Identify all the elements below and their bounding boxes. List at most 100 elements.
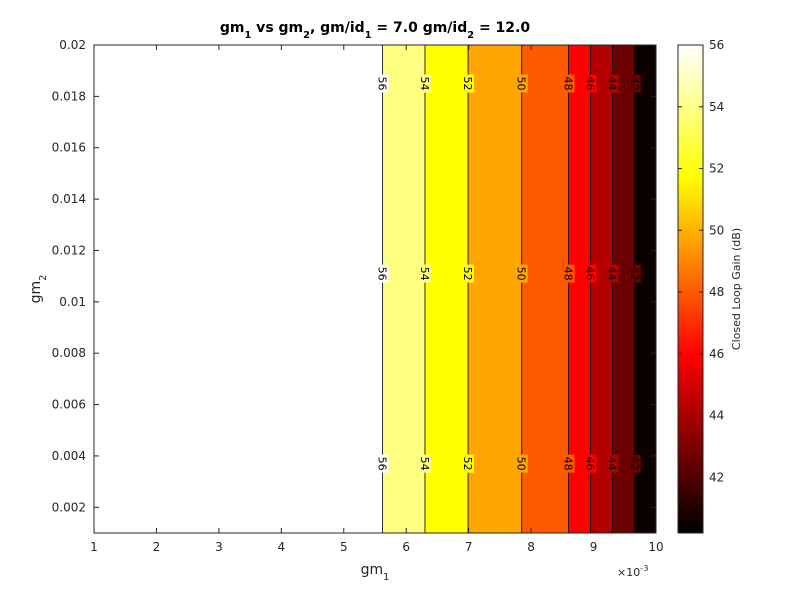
- contour-label-text: 42: [628, 267, 641, 281]
- x-tick-label: 9: [590, 540, 598, 554]
- contour-label-gap: [562, 454, 575, 473]
- contour-label-text: 48: [562, 267, 575, 281]
- contour-band: [382, 45, 425, 533]
- contour-label-gap: [462, 74, 475, 93]
- x-tick-label: 1: [90, 540, 98, 554]
- contour-label-gap: [628, 264, 641, 283]
- colorbar-label: Closed Loop Gain (dB): [730, 228, 743, 350]
- contour-label-text: 44: [605, 77, 618, 91]
- colorbar-tick-label: 42: [709, 470, 724, 484]
- contour-band: [590, 45, 613, 533]
- contour-label-gap: [462, 454, 475, 473]
- contour-band: [612, 45, 635, 533]
- contour-label-text: 50: [515, 267, 528, 281]
- contour-label: 50: [515, 264, 528, 283]
- x-tick-label: 6: [402, 540, 410, 554]
- y-axis-ticks: 0.002 0.004 0.006 0.008 0.01 0.012 0.014 0.016 0…: [52, 38, 656, 514]
- contour-label-text: 52: [461, 77, 474, 91]
- contour-label-gap: [462, 264, 475, 283]
- contour-label-text: 52: [461, 457, 474, 471]
- contour-label: 56: [375, 74, 389, 93]
- contour-label: 48: [562, 264, 575, 283]
- contour-label: 56: [375, 454, 389, 473]
- contour-label-gap: [418, 74, 431, 93]
- contour-label-text: 44: [605, 457, 618, 471]
- contour-label-gap: [584, 264, 597, 283]
- contour-label-gap: [515, 74, 528, 93]
- plot-frame: [93, 44, 657, 534]
- contour-label-gap: [376, 74, 389, 93]
- contour-label: 48: [562, 454, 575, 473]
- contour-label-gap: [418, 264, 431, 283]
- contour-label-gap: [584, 74, 597, 93]
- contour-label: 50: [515, 74, 528, 93]
- contour-label-gap: [418, 454, 431, 473]
- contour-band: [521, 45, 569, 533]
- contour-labels: 56 56 56 54 54 54 52 52 52 50 50 50 48 48 48 46 46 46 44 44…: [375, 74, 641, 473]
- contour-label-text: 46: [583, 267, 596, 281]
- colorbar-tick-label: 52: [709, 162, 724, 176]
- contour-label: 42: [628, 74, 641, 93]
- x-tick-label: 5: [340, 540, 348, 554]
- contour-label: 42: [628, 264, 641, 283]
- contour-label-text: 48: [562, 77, 575, 91]
- contour-label-text: 56: [375, 77, 388, 91]
- contour-fill-bands: [94, 45, 656, 533]
- contour-label-gap: [376, 454, 389, 473]
- contour-label-text: 50: [515, 457, 528, 471]
- chart-title: gm1 vs gm2, gm/id1 = 7.0 gm/id2 = 12.0: [220, 20, 530, 41]
- contour-band: [634, 45, 656, 533]
- contour-label-gap: [606, 74, 619, 93]
- contour-label: 46: [583, 454, 597, 473]
- contour-label-gap: [628, 74, 641, 93]
- contour-label: 44: [605, 74, 619, 93]
- contour-label: 54: [418, 74, 431, 93]
- contour-label-gap: [515, 454, 528, 473]
- contour-label-gap: [515, 264, 528, 283]
- x-tick-label: 7: [465, 540, 473, 554]
- contour-label: 46: [583, 264, 597, 283]
- colorbar-tick-label: 50: [709, 223, 724, 237]
- x-tick-label: 8: [527, 540, 535, 554]
- colorbar-tick-label: 54: [709, 100, 724, 114]
- contour-band: [94, 45, 383, 533]
- contour-label: 52: [461, 454, 475, 473]
- contour-label-text: 48: [562, 457, 575, 471]
- contour-band: [468, 45, 522, 533]
- x-tick-label: 10: [648, 540, 663, 554]
- contour-label: 54: [418, 454, 431, 473]
- contour-label-text: 52: [461, 267, 474, 281]
- contour-label: 46: [583, 74, 597, 93]
- y-axis-label: gm2: [28, 275, 49, 304]
- contour-label-text: 46: [583, 77, 596, 91]
- colorbar-tick-label: 46: [709, 347, 724, 361]
- x-axis-label: gm1: [361, 562, 390, 583]
- contour-label: 48: [562, 74, 575, 93]
- contour-label: 44: [605, 454, 619, 473]
- contour-label-gap: [562, 74, 575, 93]
- contour-label-text: 54: [418, 77, 431, 91]
- contour-label: 42: [628, 454, 641, 473]
- colorbar-tick-label: 44: [709, 409, 724, 423]
- contour-label-gap: [376, 264, 389, 283]
- x-axis-ticks: 1 2 3 4 5 6 7 8 9 10: [90, 45, 664, 554]
- contour-label-text: 54: [418, 457, 431, 471]
- x-tick-label: 3: [215, 540, 223, 554]
- contour-label-text: 46: [583, 457, 596, 471]
- contour-label: 56: [375, 264, 389, 283]
- contour-label-gap: [606, 454, 619, 473]
- x-tick-label: 4: [278, 540, 286, 554]
- contour-label-text: 42: [628, 457, 641, 471]
- x-axis-exponent: ×10-3: [617, 563, 648, 579]
- y-tick-label: 0.006: [52, 398, 86, 412]
- contour-label-text: 56: [375, 267, 388, 281]
- contour-label-gap: [584, 454, 597, 473]
- y-tick-label: 0.012: [52, 243, 86, 257]
- contour-label-text: 42: [628, 77, 641, 91]
- contour-band: [424, 45, 469, 533]
- contour-label-text: 50: [515, 77, 528, 91]
- contour-label-gap: [628, 454, 641, 473]
- contour-label: 52: [461, 74, 475, 93]
- contour-label-gap: [606, 264, 619, 283]
- y-tick-label: 0.014: [52, 192, 86, 206]
